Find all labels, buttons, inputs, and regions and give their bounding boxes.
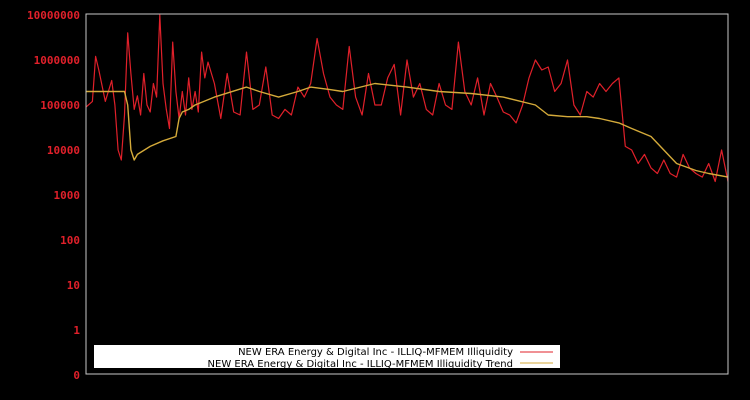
y-tick-label: 10000 (47, 144, 80, 157)
legend-background (94, 345, 560, 368)
y-tick-label: 100 (60, 234, 80, 247)
y-tick-label: 0 (73, 369, 80, 382)
illiquidity-line (85, 14, 729, 183)
legend-label-illiquidity: NEW ERA Energy & Digital Inc - ILLIQ-MFM… (238, 347, 513, 358)
y-tick-label: 1000000 (34, 54, 80, 67)
y-tick-label: 10000000 (27, 9, 80, 22)
y-tick-label: 10 (67, 279, 80, 292)
chart-series (85, 14, 729, 183)
y-tick-label: 100000 (40, 99, 80, 112)
legend: NEW ERA Energy & Digital Inc - ILLIQ-MFM… (94, 345, 560, 370)
illiquidity-trend-line (86, 82, 729, 178)
y-tick-label: 1 (73, 324, 80, 337)
plot-frame (85, 13, 729, 375)
legend-label-trend: NEW ERA Energy & Digital Inc - ILLIQ-MFM… (208, 359, 513, 370)
y-tick-label: 1000 (54, 189, 81, 202)
